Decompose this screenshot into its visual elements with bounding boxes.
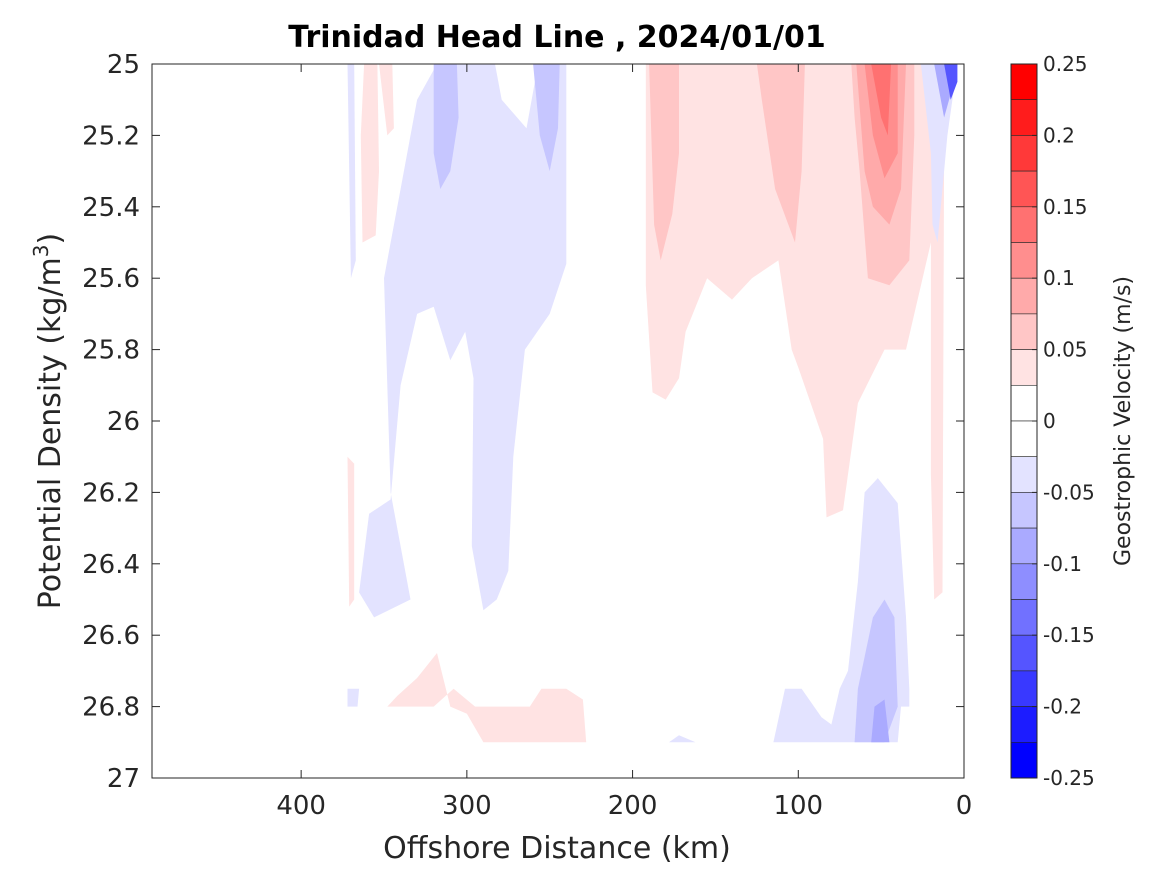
contour-region-offshore-negative-stronger: [433, 64, 459, 189]
colorbar-tick-label: -0.2: [1043, 695, 1082, 719]
colorbar-tick-label: 0.25: [1043, 52, 1088, 76]
y-axis-label-main: Potential Density (kg/m: [33, 257, 68, 609]
y-axis-label: Potential Density (kg/m3): [29, 233, 68, 609]
colorbar-level: [1010, 242, 1038, 279]
contour-fills: [347, 64, 958, 743]
y-tick-label: 26.6: [82, 621, 140, 651]
x-axis-label: Offshore Distance (km): [383, 831, 731, 866]
y-tick-label: 25: [107, 50, 140, 80]
colorbar-level: [1010, 670, 1038, 707]
y-axis-label-superscript: 3: [29, 244, 53, 257]
colorbar-tick-label: 0.15: [1043, 195, 1088, 219]
contour-region-left-positive-column: [360, 64, 379, 243]
colorbar-tick-label: 0: [1043, 409, 1056, 433]
y-tick-label: 26.2: [82, 478, 140, 508]
colorbar-level: [1010, 706, 1038, 743]
colorbar-level: [1010, 384, 1038, 422]
colorbar-ticks: 0.25 0.2 0.15 0.1 0.05 0 -0.05 -0.1 -0.15 -0.2 -0.…: [1032, 52, 1095, 790]
contour-region-nearshore-positive-stronger-a: [649, 64, 679, 261]
colorbar-level: [1010, 420, 1038, 458]
y-tick-label: 26.4: [82, 550, 140, 580]
x-tick-label: 400: [276, 791, 326, 821]
colorbar: 0.25 0.2 0.15 0.1 0.05 0 -0.05 -0.1 -0.15 -0.2 -0.…: [1010, 52, 1095, 790]
colorbar-level: [1010, 527, 1038, 565]
colorbar-level: [1010, 99, 1038, 136]
colorbar-tick-label: 0.2: [1043, 123, 1075, 147]
contour-region-small-negative-edge: [347, 688, 360, 707]
colorbar-tick-label: -0.05: [1043, 480, 1095, 504]
colorbar-level: [1010, 492, 1038, 529]
x-tick-label: 100: [773, 791, 823, 821]
contour-region-deep-positive-blob: [387, 653, 587, 743]
colorbar-level: [1010, 206, 1038, 243]
y-tick-label: 26.8: [82, 693, 140, 723]
colorbar-level: [1010, 741, 1038, 779]
y-tick-label: 25.2: [82, 121, 140, 151]
contour-region-offshore-negative-core: [359, 64, 567, 618]
colorbar-level: [1010, 634, 1038, 672]
y-tick-label: 25.8: [82, 336, 140, 366]
colorbar-tick-label: -0.25: [1043, 766, 1095, 790]
x-axis-ticks: 400 300 200 100 0: [276, 64, 972, 821]
contour-region-nearshore-positive-core-3: [871, 64, 892, 136]
y-axis-label-close: ): [33, 233, 68, 245]
y-tick-label: 27: [107, 764, 140, 794]
contour-region-deep-positive-edge: [347, 456, 355, 607]
colorbar-tick-label: -0.15: [1043, 623, 1095, 647]
contour-region-nearshore-deep-negative-3: [871, 699, 890, 743]
contour-region-left-positive-column-2: [379, 64, 394, 136]
chart-title: Trinidad Head Line , 2024/01/01: [288, 20, 825, 55]
plot-area: 400 300 200 100 0 25 25.2 25.4 25.6 25.8 26 26.2 26…: [82, 50, 972, 821]
contour-region-shelf-negative-core-3: [944, 64, 958, 100]
y-tick-label: 26: [107, 407, 140, 437]
colorbar-level: [1010, 63, 1038, 101]
colorbar-level: [1010, 456, 1038, 493]
x-tick-label: 300: [442, 791, 492, 821]
contour-region-nearshore-positive-stronger-b: [756, 64, 805, 243]
y-tick-label: 25.6: [82, 264, 140, 294]
contour-region-shelf-negative-core-1: [920, 64, 958, 243]
contour-region-offshore-negative-stronger-2: [533, 64, 560, 172]
colorbar-label: Geostrophic Velocity (m/s): [1111, 276, 1136, 566]
y-axis-ticks: 25 25.2 25.4 25.6 25.8 26 26.2 26.4 26.6 26.8 27: [82, 50, 964, 794]
colorbar-level: [1010, 563, 1038, 600]
colorbar-level: [1010, 313, 1038, 350]
x-tick-label: 200: [608, 791, 658, 821]
colorbar-tick-label: -0.1: [1043, 552, 1082, 576]
contour-region-nearshore-deep-negative-2: [854, 599, 898, 743]
contour-region-edge-negative-strip: [347, 64, 356, 279]
colorbar-level: [1010, 277, 1038, 315]
contour-region-far-deep-negative: [669, 735, 696, 743]
colorbar-tick-label: 0.05: [1043, 338, 1088, 362]
x-tick-label: 0: [956, 791, 973, 821]
colorbar-level: [1010, 135, 1038, 172]
colorbar-blocks: [1010, 63, 1038, 779]
colorbar-level: [1010, 349, 1038, 386]
colorbar-level: [1010, 599, 1038, 636]
y-tick-label: 25.4: [82, 193, 140, 223]
colorbar-level: [1010, 170, 1038, 208]
colorbar-tick-label: 0.1: [1043, 266, 1075, 290]
